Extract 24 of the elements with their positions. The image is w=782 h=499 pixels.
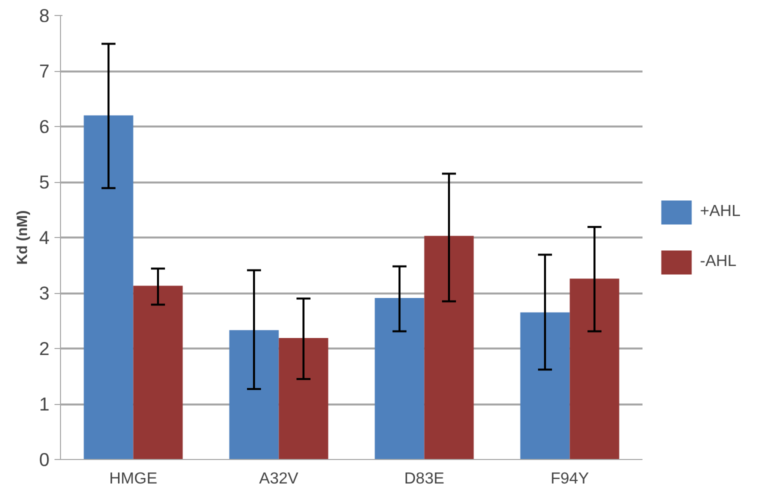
y-tick-label: 3 bbox=[39, 282, 50, 304]
y-tick-label: 0 bbox=[39, 449, 50, 470]
y-axis-title: Kd (nM) bbox=[15, 210, 32, 265]
y-tick-label: 2 bbox=[39, 338, 50, 359]
bar bbox=[424, 236, 474, 460]
bar bbox=[84, 115, 134, 460]
bar bbox=[229, 330, 279, 460]
bar bbox=[520, 312, 570, 460]
bar bbox=[133, 286, 183, 460]
x-tick-label: F94Y bbox=[550, 470, 590, 488]
bar bbox=[374, 298, 424, 460]
legend-label: -AHL bbox=[700, 253, 736, 271]
y-tick-label: 7 bbox=[39, 60, 50, 82]
y-tick-label: 5 bbox=[39, 172, 50, 192]
x-tick-label: A32V bbox=[259, 470, 299, 488]
y-tick-label: 4 bbox=[39, 227, 50, 248]
y-tick-label: 8 bbox=[39, 5, 50, 26]
bar bbox=[278, 338, 328, 460]
x-tick-label: HMGE bbox=[109, 470, 158, 488]
x-tick-label: D83E bbox=[404, 470, 444, 488]
bar bbox=[570, 278, 620, 460]
legend-label: +AHL bbox=[700, 203, 740, 221]
y-tick-label: 1 bbox=[39, 394, 50, 414]
y-tick-label: 6 bbox=[39, 116, 50, 137]
